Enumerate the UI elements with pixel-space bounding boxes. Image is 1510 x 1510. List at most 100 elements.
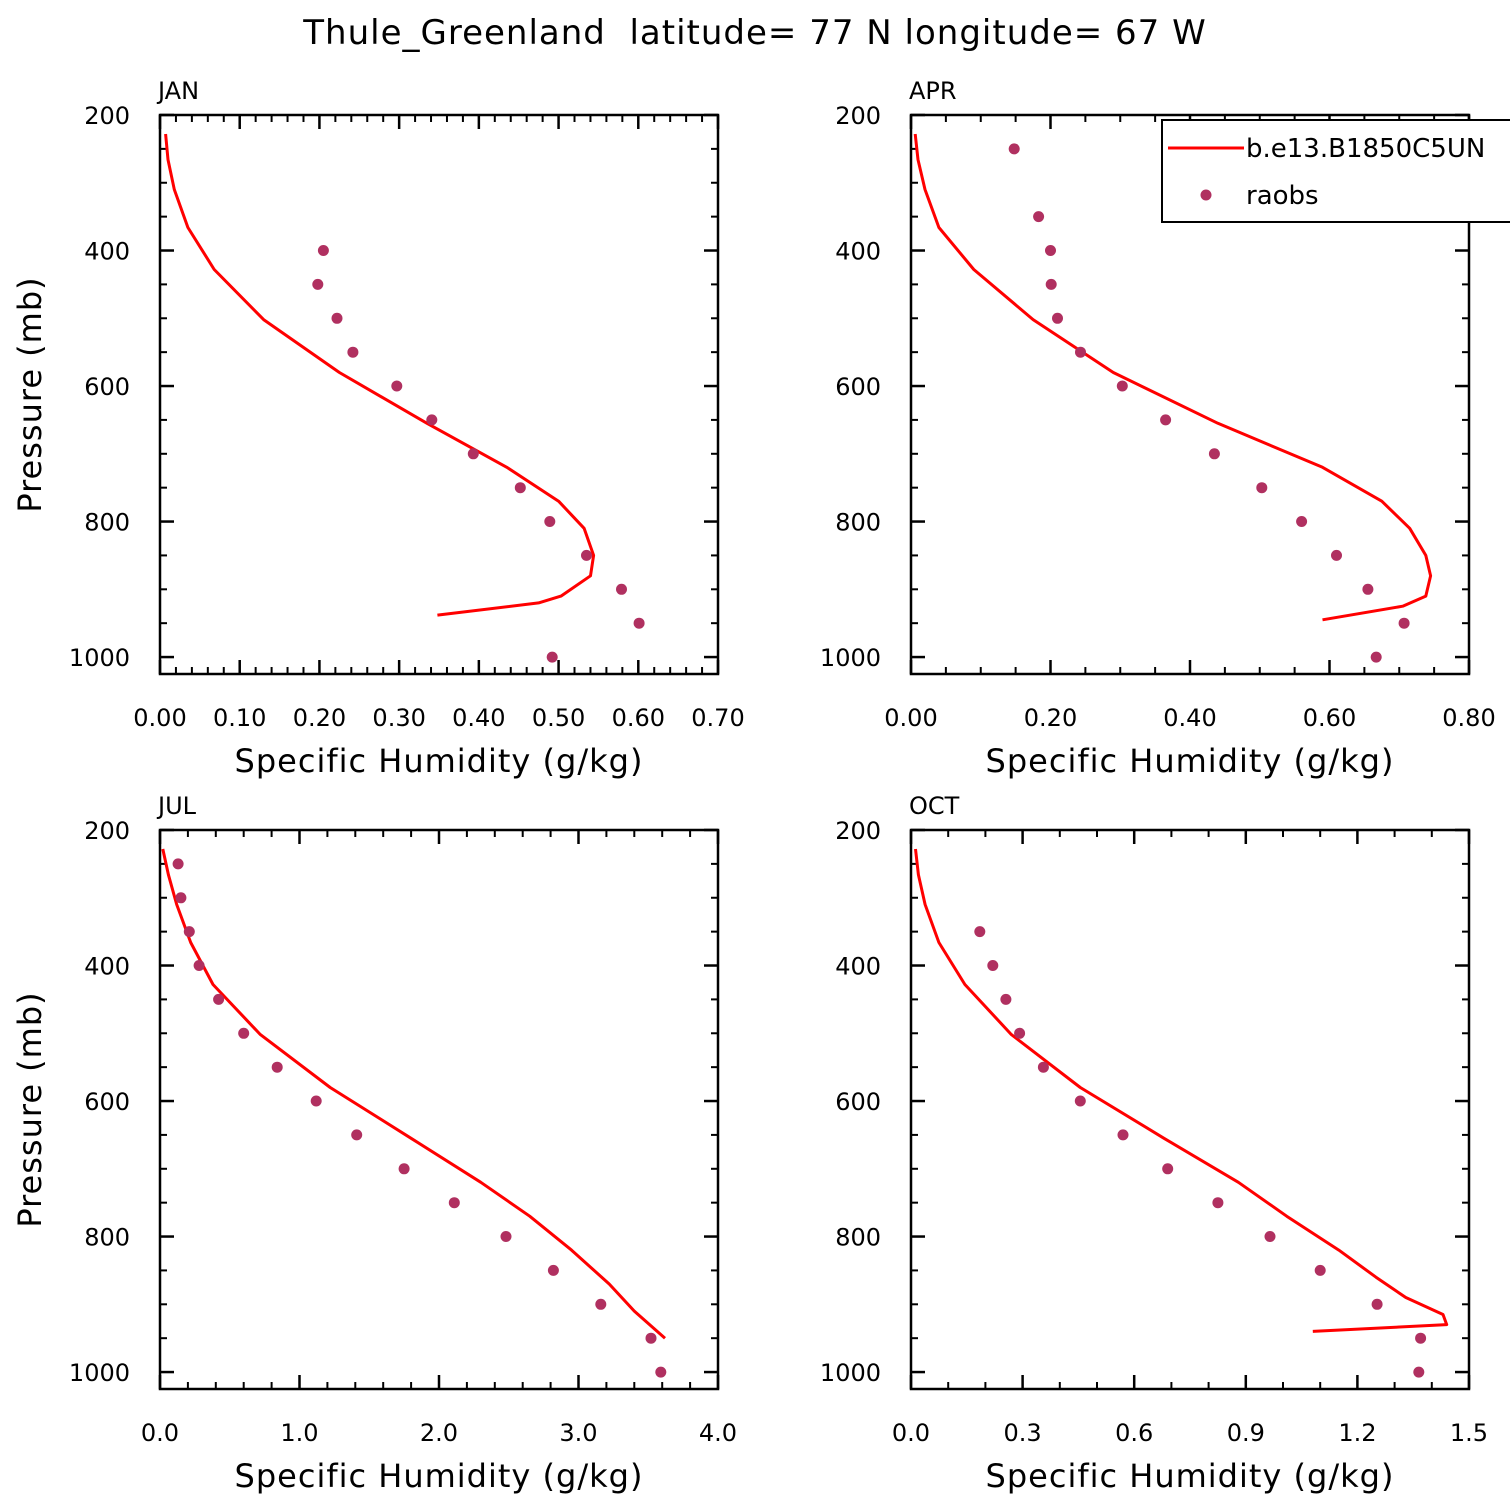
y-tick-label: 200 — [835, 102, 881, 130]
raobs-point — [193, 960, 205, 971]
raobs-point — [544, 516, 556, 527]
raobs-point — [1045, 245, 1056, 256]
raobs-point — [645, 1332, 657, 1344]
raobs-point — [1208, 448, 1220, 460]
y-tick-label: 400 — [835, 238, 881, 266]
x-tick-label: 0.50 — [532, 704, 585, 732]
legend: b.e13.B1850C5UN raobs — [1161, 119, 1510, 223]
legend-marker-swatch — [1200, 189, 1212, 201]
x-tick-label: 1.0 — [280, 1419, 318, 1447]
y-tick-label: 400 — [84, 238, 130, 266]
x-tick-label: 0.6 — [1115, 1419, 1153, 1447]
x-tick-label: 1.2 — [1338, 1419, 1376, 1447]
y-tick-label: 200 — [84, 817, 130, 845]
y-tick-label: 1000 — [69, 1359, 130, 1387]
y-tick-label: 400 — [84, 953, 130, 981]
raobs-point — [172, 858, 184, 870]
x-tick-label: 0.30 — [372, 704, 425, 732]
x-axis-title: Specific Humidity (g/kg) — [235, 742, 644, 780]
y-tick-label: 600 — [835, 1088, 881, 1116]
raobs-point — [426, 414, 438, 426]
y-tick-label: 1000 — [820, 1359, 881, 1387]
raobs-point — [1256, 482, 1268, 494]
raobs-point — [1116, 380, 1128, 392]
model-line — [161, 848, 666, 1340]
raobs-point — [974, 926, 986, 938]
raobs-point — [183, 926, 195, 938]
x-tick-label: 0.70 — [691, 704, 744, 732]
raobs-point — [271, 1061, 283, 1073]
x-tick-label: 0.20 — [293, 704, 346, 732]
x-tick-label: 0.60 — [612, 704, 665, 732]
panel-label: JAN — [156, 77, 199, 105]
legend-box — [1161, 119, 1510, 223]
raobs-point — [1296, 516, 1308, 527]
raobs-point — [655, 1366, 667, 1378]
legend-label-model: b.e13.B1850C5UN — [1246, 134, 1485, 164]
raobs-point — [514, 482, 526, 494]
raobs-point — [546, 651, 558, 663]
plot-frame — [158, 113, 720, 676]
raobs-point — [1117, 1129, 1129, 1141]
raobs-point — [1314, 1264, 1326, 1276]
raobs-point — [347, 346, 359, 358]
raobs-point — [448, 1197, 460, 1209]
raobs-point — [1045, 278, 1057, 290]
raobs-point — [391, 380, 403, 392]
y-tick-label: 400 — [835, 953, 881, 981]
x-tick-label: 0.00 — [133, 704, 186, 732]
y-axis-title: Pressure (mb) — [11, 991, 49, 1227]
raobs-point — [500, 1231, 512, 1242]
raobs-point — [398, 1163, 410, 1175]
x-tick-label: 0.80 — [1442, 704, 1495, 732]
y-tick-label: 600 — [835, 373, 881, 401]
x-tick-label: 0.0 — [141, 1419, 179, 1447]
x-tick-label: 0.40 — [1163, 704, 1216, 732]
x-tick-label: 3.0 — [559, 1419, 597, 1447]
raobs-point — [1160, 414, 1172, 426]
x-axis-title: Specific Humidity (g/kg) — [986, 742, 1395, 780]
model-line — [914, 848, 1449, 1333]
raobs-point — [1074, 1095, 1086, 1107]
legend-label-raobs: raobs — [1246, 181, 1319, 211]
raobs-point — [987, 960, 999, 971]
raobs-point — [1033, 211, 1045, 223]
x-tick-label: 0.3 — [1004, 1419, 1042, 1447]
model-line — [164, 133, 596, 617]
panel-apr: 0.00 0.20 0.40 0.60 0.80 200 400 600 800 1000 APR S… — [820, 77, 1496, 780]
y-tick-label: 800 — [835, 1224, 881, 1252]
panel-label: JUL — [156, 792, 197, 820]
raobs-point — [1052, 312, 1063, 324]
x-tick-label: 0.9 — [1227, 1419, 1265, 1447]
y-tick-label: 1000 — [69, 644, 130, 672]
chart-title: Thule_Greenland latitude= 77 N longitude… — [302, 13, 1206, 53]
raobs-point — [633, 617, 645, 629]
raobs-point — [1398, 617, 1410, 629]
raobs-point — [1212, 1197, 1224, 1209]
y-tick-label: 800 — [835, 509, 881, 537]
plot-frame — [909, 828, 1471, 1391]
y-tick-label: 200 — [84, 102, 130, 130]
raobs-point — [616, 583, 627, 595]
raobs-point — [351, 1129, 363, 1141]
y-tick-label: 600 — [84, 1088, 130, 1116]
panel-oct: 0.0 0.3 0.6 0.9 1.2 1.5 200 400 600 800 1000 OCT Spe… — [820, 792, 1488, 1495]
x-tick-label: 0.20 — [1024, 704, 1077, 732]
panel-jul: 0.0 1.0 2.0 3.0 4.0 200 400 600 800 1000 JUL Specif… — [11, 792, 737, 1495]
raobs-point — [1162, 1163, 1174, 1175]
x-tick-label: 2.0 — [420, 1419, 458, 1447]
raobs-point — [581, 549, 592, 561]
y-tick-label: 200 — [835, 817, 881, 845]
raobs-point — [175, 892, 187, 904]
x-tick-label: 0.00 — [884, 704, 937, 732]
raobs-point — [1000, 993, 1012, 1005]
raobs-point — [331, 312, 343, 324]
raobs-point — [213, 993, 225, 1005]
raobs-point — [1415, 1332, 1427, 1344]
plot-frame — [158, 828, 720, 1391]
y-axis-title: Pressure (mb) — [11, 276, 49, 512]
x-axis-title: Specific Humidity (g/kg) — [235, 1457, 644, 1495]
raobs-point — [547, 1264, 559, 1276]
x-tick-label: 0.0 — [892, 1419, 930, 1447]
